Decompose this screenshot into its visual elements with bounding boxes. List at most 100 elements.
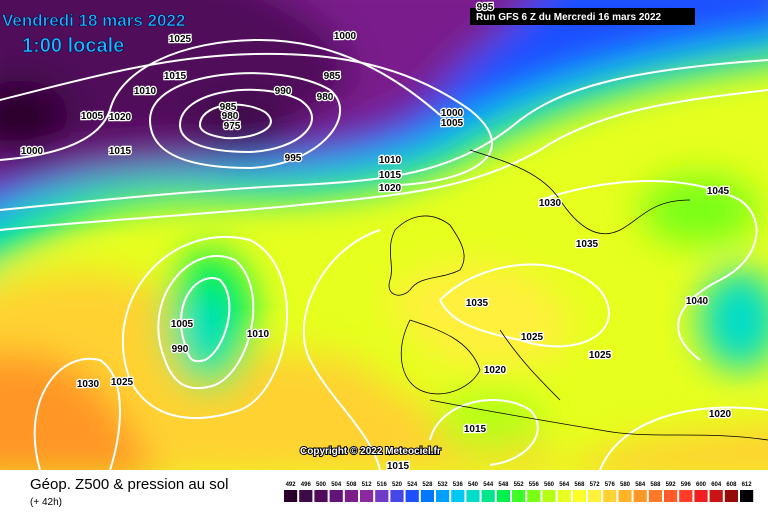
isobar-label: 985 <box>220 102 237 113</box>
legend-swatch <box>527 490 541 502</box>
legend-tick-label: 572 <box>590 482 601 488</box>
isobar-label: 990 <box>172 344 189 355</box>
isobar-label: 980 <box>222 111 239 122</box>
legend-swatch <box>451 490 465 502</box>
isobar-label: 1025 <box>111 377 134 388</box>
date: Vendredi 18 mars 2022 <box>2 11 185 30</box>
legend-tick-label: 536 <box>453 482 464 488</box>
legend-tick-label: 600 <box>696 482 707 488</box>
isobar-label: 1000 <box>441 108 464 119</box>
legend-swatch <box>542 490 556 502</box>
isobar-label: 1030 <box>539 198 562 209</box>
isobar-label: 1005 <box>171 319 194 330</box>
legend-tick-label: 556 <box>529 482 540 488</box>
isobar-label: 990 <box>275 86 292 97</box>
legend-tick-label: 580 <box>620 482 631 488</box>
run-box <box>470 8 695 25</box>
legend-swatch <box>314 490 328 502</box>
legend-swatch <box>633 490 647 502</box>
isobar-label: 1020 <box>484 365 507 376</box>
legend-tick-label: 540 <box>468 482 479 488</box>
isobar-label: 1000 <box>21 146 44 157</box>
legend-tick-label: 560 <box>544 482 555 488</box>
isobar-label: 1005 <box>441 118 464 129</box>
isobar-label: 1015 <box>464 424 487 435</box>
legend-tick-label: 512 <box>362 482 373 488</box>
legend-swatch <box>572 490 586 502</box>
legend-tick-label: 532 <box>438 482 449 488</box>
isobar-label: 1015 <box>387 461 410 472</box>
copyright: Copyright © 2022 Meteociel.fr <box>300 446 441 457</box>
isobar-label: 1000 <box>334 31 357 42</box>
legend-swatch <box>344 490 358 502</box>
isobar-labels: 1025 100099510151010985990980985980975100… <box>20 1 733 474</box>
legend-swatch <box>588 490 602 502</box>
isobar-label: 1015 <box>109 146 132 157</box>
legend-tick-label: 508 <box>346 482 357 488</box>
isobar-label: 995 <box>285 153 302 164</box>
legend-tick-label: 568 <box>574 482 585 488</box>
isobar-label: 1045 <box>707 186 730 197</box>
isobar-label: 1040 <box>686 296 709 307</box>
legend-tick-label: 496 <box>301 482 312 488</box>
isobar-label: 995 <box>477 2 494 13</box>
legend-swatch <box>481 490 495 502</box>
isobar-label: 1015 <box>379 170 402 181</box>
legend-tick-label: 612 <box>742 482 753 488</box>
legend-swatch <box>390 490 404 502</box>
legend-tick-label: 552 <box>514 482 525 488</box>
legend-swatch <box>679 490 693 502</box>
legend-tick-label: 584 <box>635 482 646 488</box>
legend-tick-label: 492 <box>286 482 297 488</box>
legend-swatch <box>284 490 298 502</box>
legend-tick-label: 528 <box>422 482 433 488</box>
isobar-label: 1035 <box>576 239 599 250</box>
legend-tick-label: 592 <box>666 482 677 488</box>
isobar-label: 1010 <box>379 155 402 166</box>
legend-swatch <box>436 490 450 502</box>
isobar-label: 985 <box>324 71 341 82</box>
footer-title: Géop. Z500 & pression au sol <box>30 476 228 493</box>
legend-swatch <box>360 490 374 502</box>
legend-swatch <box>724 490 738 502</box>
isobar-label: 980 <box>317 92 334 103</box>
legend-swatch <box>299 490 313 502</box>
legend-swatch <box>557 490 571 502</box>
legend-tick-label: 516 <box>377 482 388 488</box>
legend-tick-label: 576 <box>605 482 616 488</box>
legend-swatch <box>740 490 754 502</box>
coastlines <box>388 149 768 441</box>
isobar-label: 1010 <box>247 329 270 340</box>
legend-swatch <box>512 490 526 502</box>
isobar-label: 1025 <box>521 332 544 343</box>
isobar-label: 1010 <box>134 86 157 97</box>
legend-swatch <box>664 490 678 502</box>
isobar-label: 1025 <box>589 350 612 361</box>
isobar-label: 1005 <box>81 111 104 122</box>
legend-tick-label: 520 <box>392 482 403 488</box>
legend-tick-label: 504 <box>331 482 342 488</box>
legend-swatch <box>329 490 343 502</box>
legend-swatch <box>420 490 434 502</box>
legend-swatch <box>709 490 723 502</box>
isobar-label: 1015 <box>164 71 187 82</box>
legend-swatch <box>496 490 510 502</box>
legend-tick-label: 500 <box>316 482 327 488</box>
field <box>0 0 768 470</box>
isobar-label: 1020 <box>379 183 402 194</box>
legend-tick-label: 596 <box>681 482 692 488</box>
legend-swatch <box>648 490 662 502</box>
legend-tick-label: 548 <box>498 482 509 488</box>
isobar-label: 975 <box>224 121 241 132</box>
legend-tick-label: 524 <box>407 482 418 488</box>
isobar-label: 1020 <box>109 112 132 123</box>
isobar-label: 1030 <box>77 379 100 390</box>
legend-tick-label: 544 <box>483 482 494 488</box>
isobar-label: 1025 <box>169 34 192 45</box>
legend-swatch <box>466 490 480 502</box>
legend-swatch <box>618 490 632 502</box>
legend-swatch <box>694 490 708 502</box>
isobar-label: 1035 <box>466 298 489 309</box>
legend-swatch <box>375 490 389 502</box>
